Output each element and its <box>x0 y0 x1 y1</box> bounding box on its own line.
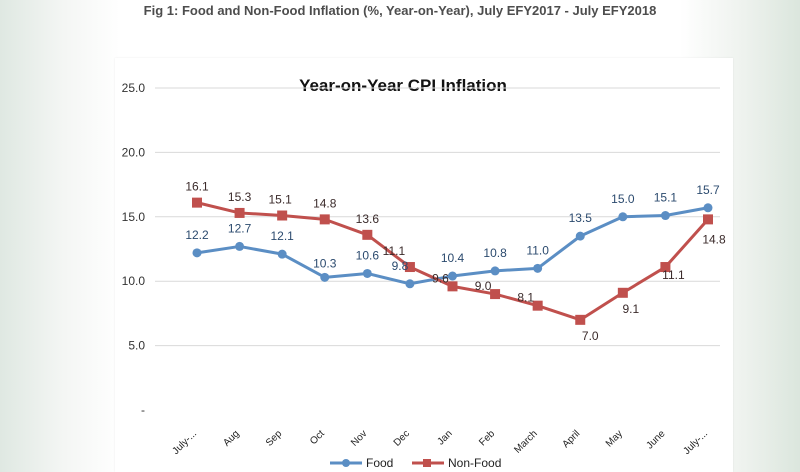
food-data-label: 9.8 <box>392 259 409 273</box>
chart-title: Year-on-Year CPI Inflation <box>299 76 507 95</box>
food-data-point <box>192 248 202 258</box>
nonfood-data-point <box>362 229 373 240</box>
legend-nonfood-marker <box>423 459 431 467</box>
food-data-label: 13.5 <box>569 211 593 225</box>
food-data-label: 15.0 <box>611 192 635 206</box>
nonfood-data-point <box>404 262 415 273</box>
x-tick-label: March <box>512 428 539 455</box>
legend-nonfood-label: Non-Food <box>448 456 501 470</box>
x-tick-label: Nov <box>349 428 369 448</box>
x-tick-label: April <box>560 428 582 450</box>
nonfood-data-point <box>703 214 713 225</box>
y-tick-label: 20.0 <box>122 145 146 159</box>
nonfood-data-point <box>575 314 586 325</box>
food-data-point <box>533 263 543 273</box>
food-data-point <box>405 279 415 289</box>
x-tick-label: Aug <box>221 428 241 448</box>
x-tick-label: July-... <box>171 428 200 457</box>
x-tick-label: Dec <box>392 428 412 448</box>
nonfood-data-point <box>660 262 671 273</box>
x-tick-label: June <box>644 428 667 451</box>
x-tick-label: Feb <box>477 428 497 448</box>
food-data-label: 12.1 <box>270 229 294 243</box>
y-tick-label: 25.0 <box>122 81 146 95</box>
x-tick-label: Sep <box>264 428 285 449</box>
nonfood-data-point <box>447 281 458 292</box>
food-data-point <box>490 266 500 276</box>
food-data-point <box>320 272 330 282</box>
y-tick-label: 10.0 <box>122 274 146 288</box>
chart-panel: Year-on-Year CPI Inflation 25.0 20.0 15.0 10… <box>115 58 733 472</box>
food-data-point <box>703 203 713 213</box>
food-data-label: 15.7 <box>696 183 720 197</box>
x-tick-label: Oct <box>308 428 327 447</box>
nonfood-data-point <box>617 287 628 298</box>
nonfood-data-point <box>490 289 501 300</box>
legend-food-label: Food <box>366 456 393 470</box>
food-data-point <box>618 212 628 222</box>
nonfood-data-label: 15.1 <box>268 193 292 207</box>
y-tick-label: 15.0 <box>122 210 146 224</box>
nonfood-data-label: 9.1 <box>622 302 639 316</box>
nonfood-data-label: 13.6 <box>356 212 380 226</box>
x-tick-label: Jan <box>435 428 454 447</box>
y-tick-label: - <box>141 403 145 417</box>
food-data-label: 10.4 <box>441 251 465 265</box>
y-tick-label: 5.0 <box>128 339 145 353</box>
nonfood-data-label: 15.3 <box>228 190 252 204</box>
nonfood-data-label: 16.1 <box>185 180 209 194</box>
nonfood-data-label: 14.8 <box>702 232 726 246</box>
food-data-point <box>235 241 245 251</box>
nonfood-data-point <box>277 210 288 221</box>
food-data-point <box>362 268 372 278</box>
x-tick-label: May <box>604 428 625 449</box>
food-data-label: 10.6 <box>356 248 380 262</box>
food-data-label: 10.3 <box>313 256 337 270</box>
food-data-point <box>660 211 670 221</box>
food-data-point <box>277 249 287 259</box>
nonfood-data-label: 11.1 <box>383 244 406 258</box>
nonfood-data-label: 14.8 <box>313 196 337 210</box>
nonfood-data-point <box>192 197 202 208</box>
nonfood-data-label: 9.0 <box>475 279 492 293</box>
cpi-line-chart: Year-on-Year CPI Inflation 25.0 20.0 15.0 10… <box>122 76 726 470</box>
legend-food-marker <box>342 459 350 467</box>
food-data-label: 12.7 <box>228 221 252 235</box>
food-data-label: 10.8 <box>483 246 507 260</box>
nonfood-data-label: 8.1 <box>517 291 534 305</box>
food-data-point <box>448 271 457 281</box>
nonfood-data-label: 7.0 <box>582 329 599 343</box>
food-data-label: 12.2 <box>185 228 209 242</box>
nonfood-data-label: 9.6 <box>432 271 449 285</box>
nonfood-data-label: 11.1 <box>662 268 685 282</box>
nonfood-data-point <box>234 207 245 218</box>
food-data-label: 15.1 <box>654 191 678 205</box>
nonfood-data-point <box>532 300 543 311</box>
food-data-point <box>575 231 585 241</box>
nonfood-data-point <box>319 214 330 225</box>
figure-caption: Fig 1: Food and Non-Food Inflation (%, Y… <box>143 3 657 18</box>
food-data-label: 11.0 <box>526 243 549 257</box>
x-tick-label: July-... <box>682 428 711 457</box>
